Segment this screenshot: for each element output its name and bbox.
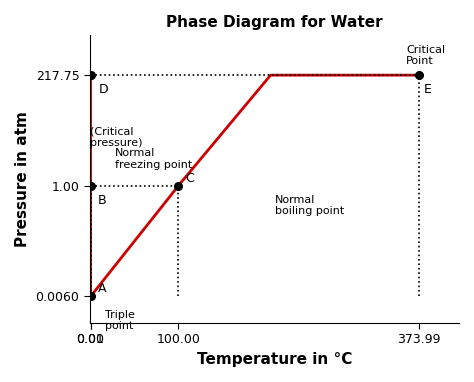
Text: Normal
freezing point: Normal freezing point xyxy=(115,149,192,170)
Text: Triple
point: Triple point xyxy=(105,310,135,331)
X-axis label: Temperature in °C: Temperature in °C xyxy=(197,352,352,367)
Text: A: A xyxy=(98,282,106,295)
Text: Critical
Point: Critical Point xyxy=(406,45,446,66)
Text: Normal
boiling point: Normal boiling point xyxy=(275,195,344,216)
Y-axis label: Pressure in atm: Pressure in atm xyxy=(15,111,30,247)
Text: E: E xyxy=(424,83,432,96)
Text: D: D xyxy=(99,83,109,96)
Title: Phase Diagram for Water: Phase Diagram for Water xyxy=(166,15,383,30)
Text: C: C xyxy=(185,172,194,185)
Text: (Critical
pressure): (Critical pressure) xyxy=(90,126,142,148)
Text: B: B xyxy=(98,194,106,207)
